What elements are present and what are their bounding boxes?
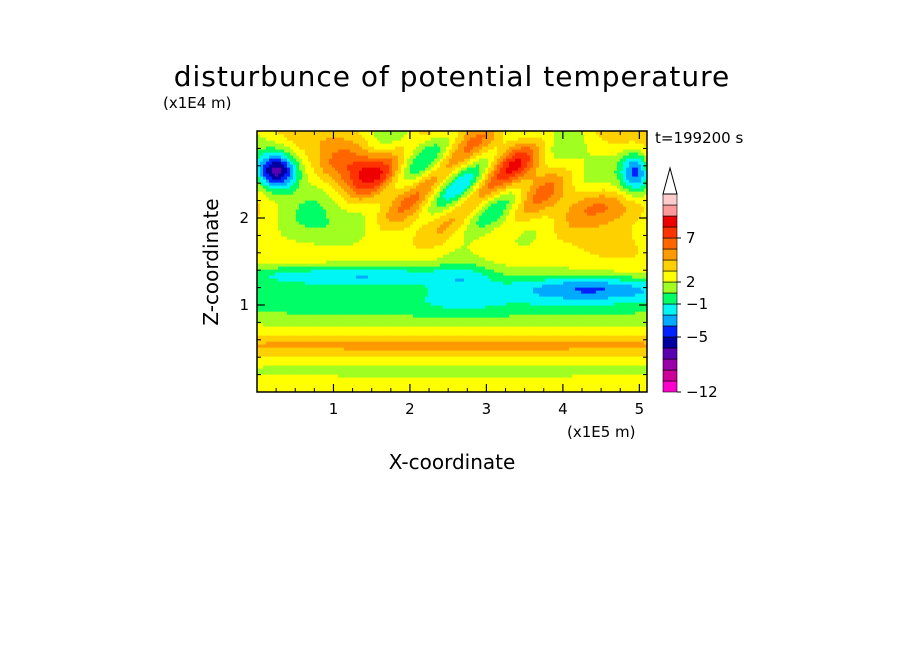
x-tick-label: 1 [329, 400, 339, 418]
y-axis: 12 [239, 147, 647, 376]
colorbar-swatch [662, 204, 678, 217]
colorbar-label: −5 [686, 328, 708, 346]
colorbar-swatch [662, 248, 678, 261]
colorbar: −12−5−127 [662, 166, 718, 401]
colorbar-swatch [662, 369, 678, 382]
x-axis-label: X-coordinate [389, 450, 516, 474]
chart-title: disturbunce of potential temperature [174, 60, 731, 93]
colorbar-swatch [662, 325, 678, 338]
y-tick-label: 2 [239, 209, 249, 227]
colorbar-swatch [662, 347, 678, 360]
colorbar-swatch [662, 259, 678, 272]
y-unit-label: (x1E4 m) [163, 94, 232, 112]
colorbar-swatch [662, 281, 678, 294]
colorbar-label: 7 [686, 229, 696, 247]
colorbar-label: −1 [686, 295, 708, 313]
colorbar-swatch [662, 226, 678, 239]
colorbar-label: −12 [686, 383, 718, 401]
y-tick-label: 1 [239, 296, 249, 314]
colorbar-swatch [662, 193, 678, 206]
heatmap-field [257, 131, 647, 392]
x-tick-label: 5 [635, 400, 645, 418]
x-tick-label: 2 [405, 400, 415, 418]
x-tick-label: 3 [482, 400, 492, 418]
x-tick-label: 4 [558, 400, 568, 418]
colorbar-swatch [662, 380, 678, 393]
plot-frame [256, 130, 648, 393]
colorbar-swatch [662, 303, 678, 316]
x-axis: 1 2 3 4 5 [275, 131, 645, 418]
colorbar-label: 2 [686, 273, 696, 291]
colorbar-swatch [662, 292, 678, 305]
colorbar-swatch [662, 237, 678, 250]
colorbar-swatch [662, 270, 678, 283]
y-axis-label: Z-coordinate [199, 198, 223, 325]
colorbar-extend-arrow [662, 166, 678, 195]
x-unit-label: (x1E5 m) [567, 423, 636, 441]
colorbar-swatch [662, 215, 678, 228]
colorbar-swatch [662, 336, 678, 349]
colorbar-swatch [662, 358, 678, 371]
colorbar-swatch [662, 314, 678, 327]
time-label: t=199200 s [655, 129, 743, 147]
